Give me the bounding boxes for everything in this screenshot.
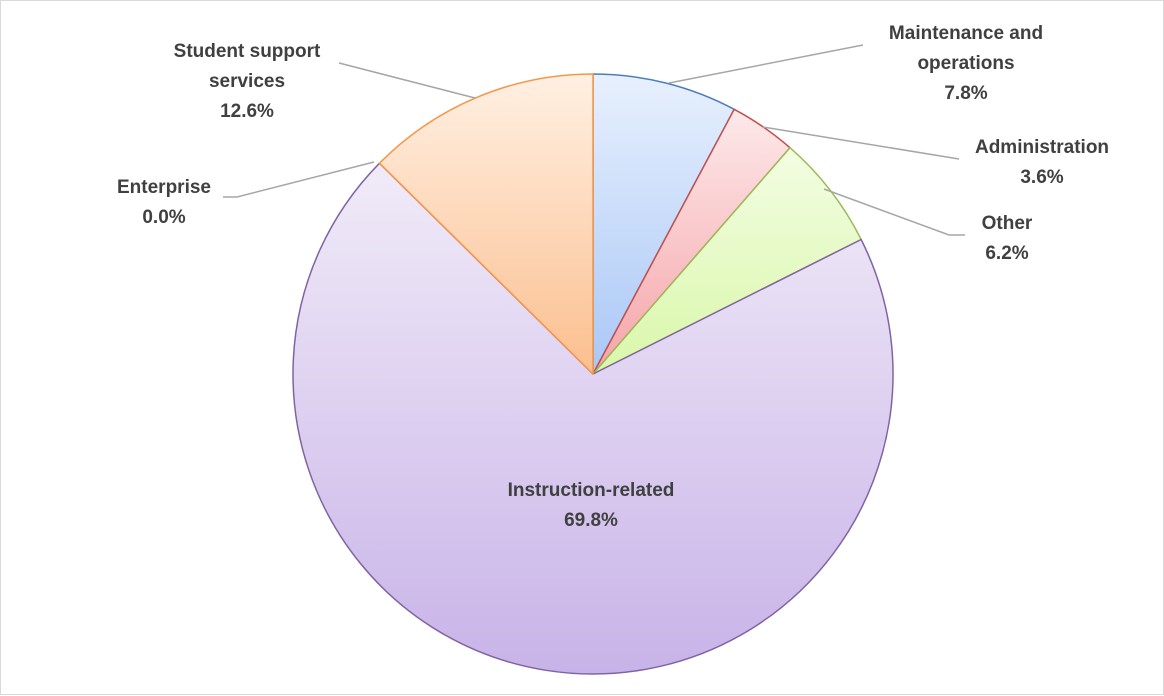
data-label-administration: Administration 3.6%: [975, 137, 1109, 188]
data-label-value: 7.8%: [944, 83, 987, 104]
pie-slice-other: [592, 146, 862, 375]
data-label-name: Other: [982, 213, 1033, 234]
data-label-value: 3.6%: [1020, 167, 1063, 188]
data-label-maintenance-and-operations: Maintenance and operations 7.8%: [889, 23, 1043, 104]
data-label-value: 6.2%: [985, 243, 1028, 264]
data-label-name: services: [209, 71, 285, 92]
data-label-other: Other 6.2%: [982, 213, 1033, 264]
data-label-value: 12.6%: [220, 101, 274, 122]
leader-line-enterprise: [223, 161, 375, 198]
leader-line-student-support-services: [338, 62, 476, 99]
leader-lines: [223, 44, 965, 236]
data-label-name: Administration: [975, 137, 1109, 158]
data-label-name: operations: [917, 53, 1014, 74]
data-label-name: Enterprise: [117, 177, 211, 198]
data-label-name: Student support: [174, 41, 321, 62]
leader-line-maintenance-and-operations: [668, 44, 864, 84]
data-label-value: 0.0%: [142, 207, 185, 228]
data-label-enterprise: Enterprise 0.0%: [117, 177, 211, 228]
data-label-name: Maintenance and: [889, 23, 1043, 44]
leader-line-other: [823, 188, 965, 236]
pie-slices: [292, 73, 894, 675]
data-label-name: Instruction-related: [508, 480, 675, 501]
pie-slice-maintenance-and-operations: [592, 73, 735, 375]
data-labels: Maintenance and operations 7.8% Administrat…: [117, 23, 1109, 531]
data-label-instruction-related: Instruction-related 69.8%: [508, 480, 675, 531]
data-label-student-support-services: Student support services 12.6%: [174, 41, 321, 122]
pie-slice-student-support-services: [378, 73, 594, 375]
pie-slice-instruction-related: [292, 162, 894, 675]
leader-line-administration: [762, 126, 960, 160]
data-label-value: 69.8%: [564, 510, 618, 531]
